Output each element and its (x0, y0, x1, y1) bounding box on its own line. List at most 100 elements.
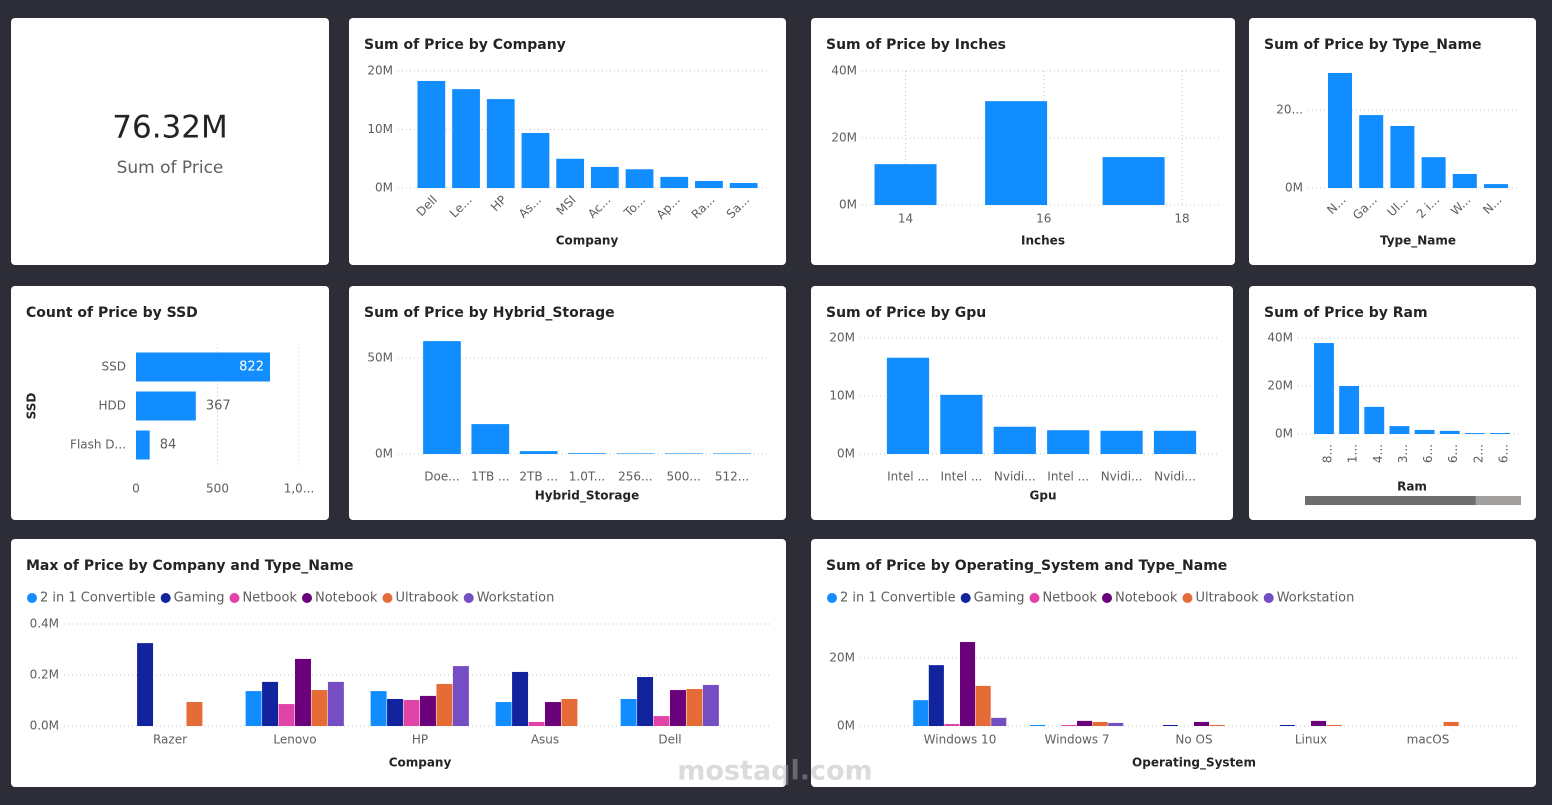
bar (702, 684, 719, 726)
x-axis-title: Operating_System (1132, 756, 1256, 771)
bar (1389, 426, 1410, 434)
x-tick-label: 500... (667, 470, 701, 484)
x-tick-label: 0 (132, 482, 140, 496)
x-tick-label: Doe... (424, 470, 459, 484)
y-tick-label: 0M (837, 719, 855, 733)
bar (1209, 724, 1225, 726)
scrollbar-thumb (1305, 496, 1476, 505)
bar (436, 683, 453, 726)
legend-label: Gaming (974, 591, 1025, 606)
y-tick-label: HDD (98, 399, 126, 413)
bar (653, 716, 670, 726)
chart-title: Sum of Price by Inches (826, 37, 1006, 53)
data-label: 367 (206, 399, 231, 414)
bar (886, 357, 930, 454)
x-tick-label: HP (412, 733, 428, 747)
y-tick-label: 40M (1267, 331, 1293, 345)
y-tick-label: 20M (1267, 379, 1293, 393)
bar (452, 666, 469, 726)
bar (136, 391, 196, 421)
bar (512, 671, 529, 726)
bar (1092, 721, 1108, 726)
bar (1311, 720, 1327, 726)
bar (664, 453, 703, 454)
bar (1047, 430, 1090, 454)
y-tick-label: 0M (1275, 427, 1293, 441)
legend-label: Netbook (242, 591, 297, 606)
bar (616, 453, 655, 454)
y-tick-label: 0M (839, 198, 857, 212)
bar (625, 169, 654, 188)
bar (1359, 115, 1384, 188)
y-axis-title: SSD (25, 393, 39, 420)
bar (729, 183, 758, 188)
legend-label: Ultrabook (395, 591, 459, 606)
bar (991, 717, 1007, 726)
x-tick-label: 6... (1497, 444, 1511, 463)
bar (1490, 433, 1510, 434)
bar (486, 99, 515, 188)
x-tick-label: Windows 10 (924, 733, 997, 747)
y-tick-label: 10M (829, 389, 855, 403)
x-tick-label: 18 (1174, 212, 1189, 226)
bar (387, 698, 404, 726)
x-tick-label: 500 (206, 482, 229, 496)
x-axis-title: Company (389, 756, 452, 770)
bar (417, 80, 446, 188)
x-axis-title: Ram (1397, 480, 1427, 494)
x-tick-label: 4... (1371, 444, 1385, 463)
legend-label: Netbook (1042, 591, 1097, 606)
legend-label: Notebook (1115, 591, 1178, 606)
legend-label: Workstation (1277, 591, 1355, 606)
watermark: mostaql.com (677, 756, 872, 787)
x-tick-label: 3... (1396, 444, 1410, 463)
x-tick-label: Linux (1295, 733, 1327, 747)
x-tick-label: 1... (1346, 444, 1360, 463)
legend-label: 2 in 1 Convertible (40, 591, 156, 606)
x-tick-label: 16 (1036, 212, 1051, 226)
bar (1390, 125, 1415, 188)
bar (874, 164, 937, 205)
bar (452, 89, 480, 188)
x-tick-label: Lenovo (273, 733, 316, 747)
bar (1464, 433, 1485, 434)
bar (519, 451, 558, 454)
x-tick-label: Intel ... (940, 470, 982, 484)
bar (686, 689, 703, 726)
x-axis-title: Company (556, 234, 619, 248)
y-tick-label: 0M (375, 447, 393, 461)
chart-title: Max of Price by Company and Type_Name (26, 558, 354, 574)
x-axis-title: Type_Name (1380, 234, 1456, 249)
bar (370, 691, 387, 726)
x-tick-label: 1TB ... (471, 470, 509, 484)
bar (1414, 429, 1435, 434)
bar (327, 681, 344, 726)
x-tick-label: No OS (1175, 733, 1212, 747)
x-tick-label: 14 (898, 212, 913, 226)
bar (1061, 724, 1077, 726)
y-tick-label: 20M (831, 131, 857, 145)
x-tick-label: Nvidi... (994, 470, 1036, 484)
chart-title: Sum of Price by Gpu (826, 305, 986, 321)
kpi-label: Sum of Price (117, 158, 224, 178)
bar (1483, 184, 1509, 188)
x-tick-label: macOS (1407, 733, 1450, 747)
bar (960, 642, 976, 726)
bar (1439, 430, 1460, 434)
bar (136, 352, 270, 382)
bar (1153, 430, 1197, 454)
panel (349, 18, 786, 265)
y-tick-label: 20M (829, 331, 855, 345)
legend-marker (160, 593, 171, 603)
y-tick-label: SSD (102, 360, 126, 374)
y-tick-label: 20... (1276, 103, 1303, 117)
y-tick-label: 20M (829, 651, 855, 665)
bar (561, 698, 578, 726)
bar (590, 166, 619, 188)
x-tick-label: 6... (1421, 444, 1435, 463)
bar (545, 702, 561, 726)
x-tick-label: 2TB ... (519, 470, 557, 484)
bar (928, 665, 944, 726)
legend-label: 2 in 1 Convertible (840, 591, 956, 606)
bar (311, 690, 328, 726)
